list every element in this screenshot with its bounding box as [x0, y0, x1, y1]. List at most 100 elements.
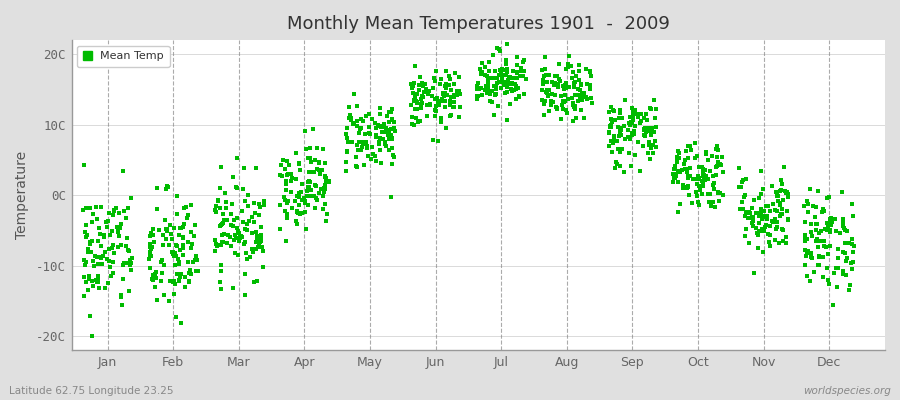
Point: [428, 103, 443, 109]
Point: [691, 202, 706, 208]
Point: [319, 218, 333, 224]
Point: [553, 61, 567, 67]
Point: [231, 228, 246, 234]
Point: [770, 208, 784, 214]
Point: [691, 176, 706, 182]
Point: [810, 221, 824, 228]
Point: [252, 242, 266, 248]
Point: [406, 83, 420, 89]
Point: [384, 109, 399, 115]
Point: [667, 175, 681, 181]
Point: [302, 177, 316, 184]
Point: [168, 250, 183, 256]
Point: [428, 106, 443, 113]
Point: [557, 86, 572, 92]
Point: [487, 83, 501, 90]
Point: [312, 166, 327, 173]
Point: [798, 231, 813, 238]
Point: [482, 90, 497, 96]
Point: [408, 94, 422, 100]
Point: [556, 105, 571, 112]
Point: [540, 86, 554, 93]
Point: [551, 84, 565, 90]
Point: [121, 204, 135, 211]
Point: [739, 176, 753, 182]
Point: [219, 205, 233, 212]
Point: [644, 128, 658, 134]
Point: [172, 232, 186, 239]
Point: [826, 302, 841, 309]
Point: [299, 225, 313, 232]
Point: [762, 208, 777, 214]
Point: [623, 114, 637, 120]
Point: [611, 115, 625, 122]
Point: [776, 196, 790, 203]
Point: [420, 113, 435, 119]
Point: [834, 189, 849, 196]
Point: [209, 203, 223, 209]
Point: [482, 59, 496, 66]
Point: [77, 229, 92, 235]
Point: [765, 218, 779, 224]
Point: [604, 119, 618, 126]
Point: [418, 80, 432, 87]
Point: [512, 93, 526, 100]
Point: [284, 174, 299, 181]
Point: [507, 86, 521, 93]
Point: [512, 94, 526, 100]
Point: [344, 115, 358, 122]
Point: [583, 69, 598, 75]
Point: [645, 150, 660, 156]
Point: [414, 80, 428, 86]
Point: [318, 160, 332, 166]
Point: [184, 271, 198, 278]
Point: [536, 76, 550, 83]
Point: [224, 222, 238, 228]
Point: [354, 116, 368, 122]
Point: [824, 222, 838, 228]
Point: [213, 268, 228, 274]
Point: [705, 153, 719, 160]
Point: [626, 128, 641, 134]
Point: [603, 103, 617, 110]
Point: [809, 226, 824, 233]
Point: [438, 97, 453, 104]
Point: [88, 253, 103, 259]
Point: [240, 227, 255, 233]
Point: [100, 256, 114, 262]
Point: [405, 120, 419, 127]
Point: [812, 253, 826, 259]
Point: [148, 271, 162, 277]
Point: [697, 177, 711, 183]
Point: [613, 149, 627, 156]
Point: [751, 230, 765, 236]
Point: [698, 176, 712, 183]
Point: [679, 148, 693, 154]
Point: [366, 151, 381, 157]
Point: [696, 170, 710, 177]
Point: [112, 232, 126, 239]
Point: [309, 183, 323, 189]
Point: [114, 221, 129, 227]
Point: [209, 209, 223, 216]
Point: [676, 181, 690, 188]
Point: [800, 250, 814, 256]
Point: [709, 163, 724, 170]
Point: [454, 91, 468, 97]
Point: [311, 189, 326, 196]
Point: [777, 164, 791, 170]
Point: [626, 130, 641, 137]
Point: [681, 173, 696, 180]
Point: [191, 268, 205, 274]
Point: [359, 112, 374, 119]
Point: [770, 192, 784, 199]
Point: [302, 202, 316, 208]
Point: [411, 82, 426, 88]
Point: [781, 216, 796, 223]
Point: [734, 179, 749, 185]
Point: [643, 104, 657, 111]
Point: [367, 153, 382, 159]
Point: [446, 104, 461, 110]
Point: [91, 279, 105, 286]
Point: [238, 271, 252, 278]
